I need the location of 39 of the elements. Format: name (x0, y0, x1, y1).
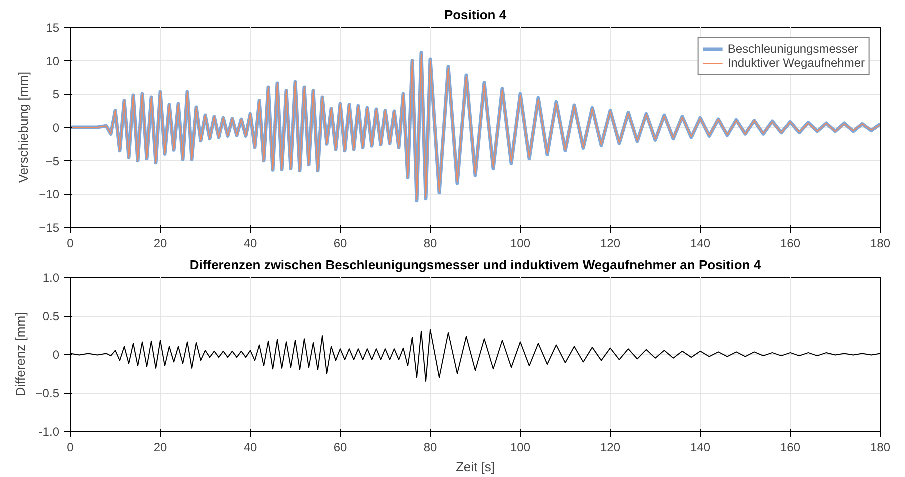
x-tick-label: 120 (600, 440, 621, 454)
y-axis-title: Verschiebung [mm] (16, 72, 32, 184)
x-tick-label: 160 (780, 236, 801, 250)
x-tick-label: 80 (424, 236, 438, 250)
y-tick-label: 1.0 (42, 271, 60, 285)
x-tick-label: 100 (510, 236, 531, 250)
x-tick-label: 40 (244, 440, 258, 454)
x-tick-label: 60 (334, 440, 348, 454)
y-tick-label: 0 (52, 348, 60, 362)
x-tick-label: 0 (67, 236, 74, 250)
y-tick-label: 0 (52, 121, 60, 135)
chart-title: Position 4 (444, 8, 508, 22)
x-tick-label: 160 (780, 440, 801, 454)
x-tick-label: 140 (690, 440, 711, 454)
legend-label: Beschleunigungsmesser (728, 42, 859, 56)
y-tick-label: −5 (46, 154, 60, 168)
x-tick-label: 40 (244, 236, 258, 250)
x-axis-title: Zeit [s] (456, 460, 496, 474)
x-tick-label: 20 (154, 440, 168, 454)
legend-label: Induktiver Wegaufnehmer (728, 56, 865, 70)
y-tick-label: 0.5 (42, 310, 60, 324)
y-tick-label: -1.0 (38, 425, 60, 439)
x-tick-label: 120 (600, 236, 621, 250)
y-tick-label: 10 (46, 54, 60, 68)
y-axis-title: Differenz [mm] (12, 312, 28, 397)
x-tick-label: 140 (690, 236, 711, 250)
chart-title: Differenzen zwischen Beschleunigungsmesser und induktivem Wegaufnehmer an Position 4 (190, 258, 762, 272)
y-tick-label: −15 (39, 221, 60, 235)
x-tick-label: 180 (870, 236, 891, 250)
x-tick-label: 0 (67, 440, 74, 454)
y-tick-label: −0.5 (36, 386, 60, 400)
y-tick-label: 5 (52, 88, 60, 102)
x-tick-label: 100 (510, 440, 531, 454)
x-tick-label: 60 (334, 236, 348, 250)
x-tick-label: 180 (870, 440, 891, 454)
x-tick-label: 80 (424, 440, 438, 454)
y-tick-label: −10 (39, 188, 60, 202)
x-tick-label: 20 (154, 236, 168, 250)
y-tick-label: 15 (46, 21, 60, 35)
